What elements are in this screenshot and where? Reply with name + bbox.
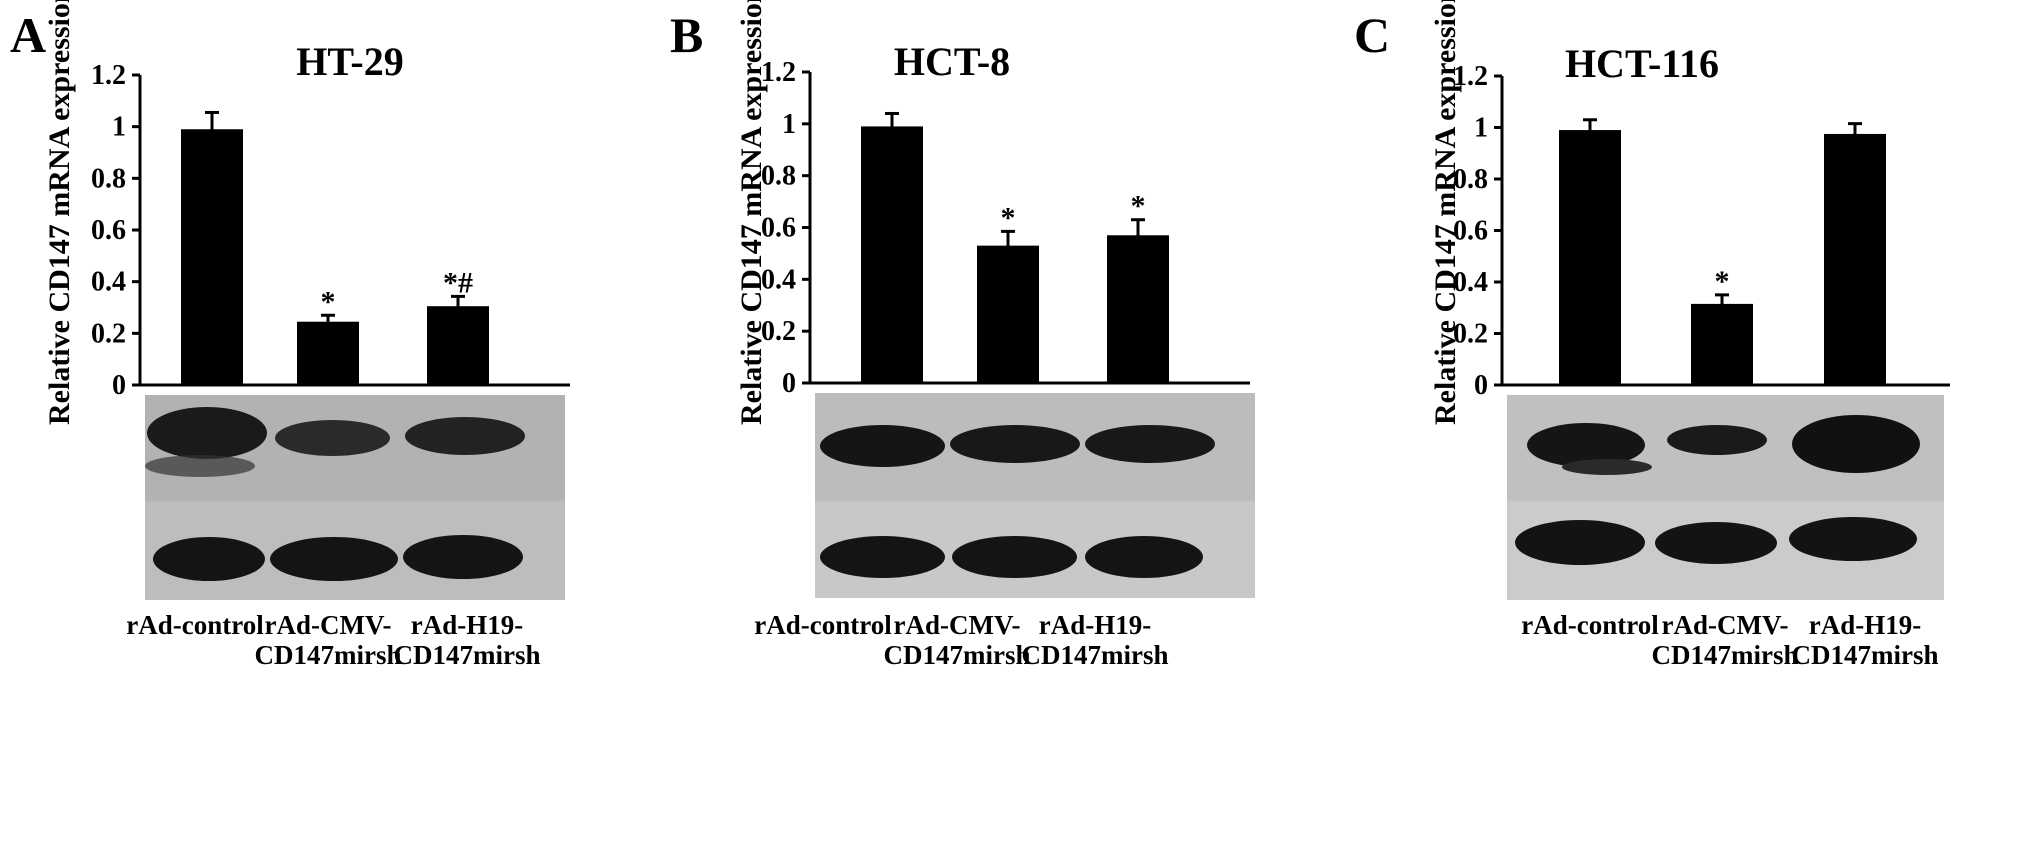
blot-band — [147, 407, 267, 459]
blot-band — [1085, 536, 1203, 578]
bar — [977, 245, 1039, 383]
y-tick-label: 0.2 — [1453, 319, 1488, 350]
y-tick-label: 0.6 — [761, 213, 796, 244]
category-label: rAd-control — [126, 610, 264, 640]
y-tick-label: 0.8 — [761, 161, 796, 192]
western-blot — [815, 393, 1255, 598]
bar-chart: 0 0.2 0.4 0.6 0.8 1 1.2 * * — [761, 57, 1250, 399]
blot-band — [1667, 425, 1767, 455]
category-label: rAd-CMV- CD147mirsh — [254, 610, 402, 670]
panel-a: A HT-29 Relative CD147 mRNA expression 0… — [0, 0, 680, 856]
y-tick-label: 0 — [1474, 370, 1488, 401]
bar — [1559, 130, 1621, 385]
bar — [1107, 235, 1169, 383]
blot-band — [820, 536, 945, 578]
category-label: rAd-H19- CD147mirsh — [393, 610, 541, 670]
blot-band — [1085, 425, 1215, 463]
panel-letter: B — [670, 7, 704, 63]
y-tick-label: 0 — [782, 368, 796, 399]
y-tick-label: 0.4 — [761, 264, 796, 295]
significance-mark: * — [321, 285, 336, 318]
panel-letter: C — [1354, 7, 1391, 63]
western-blot — [145, 395, 565, 600]
y-tick-label: 0.6 — [91, 215, 126, 246]
significance-mark: * — [1001, 201, 1016, 234]
bar — [427, 306, 489, 385]
blot-band — [1792, 415, 1920, 473]
y-tick-label: 0.2 — [91, 318, 126, 349]
blot-band — [145, 455, 255, 477]
y-tick-label: 0.8 — [91, 163, 126, 194]
category-label: rAd-control — [1521, 610, 1659, 640]
blot-band — [1562, 459, 1652, 475]
y-tick-label: 0.8 — [1453, 164, 1488, 195]
blot-band — [950, 425, 1080, 463]
bar — [1824, 133, 1886, 385]
y-tick-label: 1.2 — [91, 60, 126, 91]
blot-band — [1789, 517, 1917, 561]
bar — [861, 126, 923, 384]
significance-mark: *# — [443, 266, 473, 299]
y-tick-label: 0.4 — [1453, 267, 1488, 298]
significance-mark: * — [1131, 190, 1146, 223]
bar-chart: 0 0.2 0.4 0.6 0.8 1 1.2 * — [1453, 61, 1950, 401]
blot-band — [1515, 520, 1645, 565]
category-label: rAd-CMV- CD147mirsh — [1651, 610, 1799, 670]
blot-band — [820, 425, 945, 467]
western-blot — [1507, 395, 1944, 600]
blot-band — [153, 537, 265, 581]
category-label: rAd-CMV- CD147mirsh — [883, 610, 1031, 670]
category-label: rAd-control — [754, 610, 892, 640]
blot-band — [405, 417, 525, 455]
panel-c: C HCT-116 Relative CD147 mRNA expression… — [1354, 0, 2031, 856]
y-tick-label: 1 — [112, 112, 126, 143]
y-tick-label: 0.4 — [91, 267, 126, 298]
category-label: rAd-H19- CD147mirsh — [1791, 610, 1939, 670]
y-tick-label: 0.6 — [1453, 216, 1488, 247]
chart-title: HCT-116 — [1564, 41, 1720, 86]
y-tick-label: 1.2 — [761, 57, 796, 88]
bar — [1691, 303, 1753, 385]
chart-title: HCT-8 — [893, 39, 1011, 84]
y-tick-label: 1 — [1474, 113, 1488, 144]
bar — [181, 129, 243, 385]
category-label: rAd-H19- CD147mirsh — [1021, 610, 1169, 670]
panel-letter: A — [10, 7, 47, 63]
y-tick-label: 1.2 — [1453, 61, 1488, 92]
blot-band — [952, 536, 1077, 578]
blot-band — [1655, 522, 1777, 564]
chart-title: HT-29 — [296, 39, 404, 84]
panel-b: B HCT-8 Relative CD147 mRNA expression 0… — [670, 0, 1360, 856]
blot-band — [270, 537, 398, 581]
bar — [297, 321, 359, 385]
blot-band — [403, 535, 523, 579]
significance-mark: * — [1715, 265, 1730, 298]
y-tick-label: 1 — [782, 109, 796, 140]
y-tick-label: 0.2 — [761, 316, 796, 347]
y-tick-label: 0 — [112, 370, 126, 401]
blot-band — [275, 420, 390, 456]
bar-chart: 0 0.2 0.4 0.6 0.8 1 1.2 * *# — [91, 60, 570, 401]
